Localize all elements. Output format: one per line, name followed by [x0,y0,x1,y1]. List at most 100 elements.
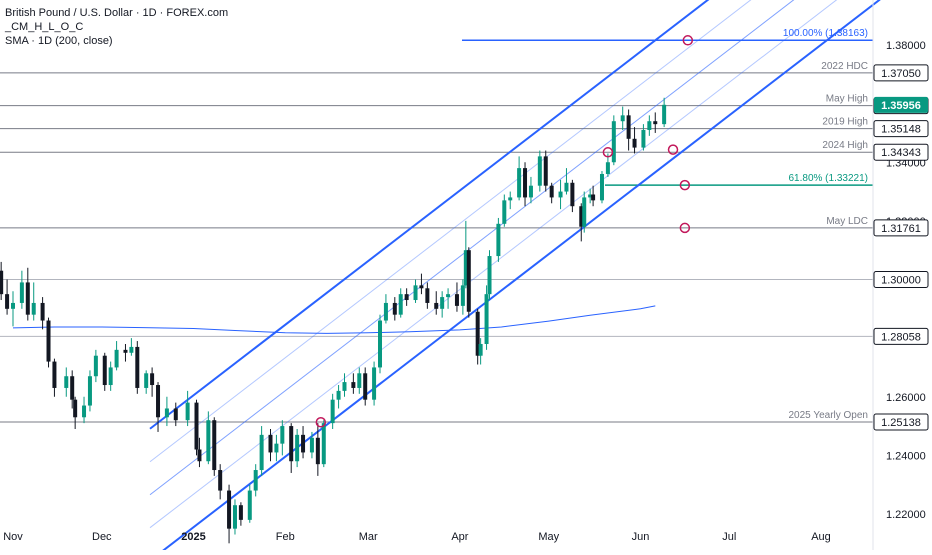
price-level-axis-tag [873,271,929,288]
price-level-label: 61.80% (1.33221) [788,173,868,184]
candle-body [543,156,548,186]
candle-body [626,115,631,139]
candle-body [129,346,134,353]
candle-body [321,423,326,465]
candle-body [537,156,542,186]
candle-body [156,385,161,418]
candle-body [475,311,480,356]
x-tick-label: Feb [276,531,295,543]
candle-body [280,426,285,444]
x-tick-label: Dec [92,531,112,543]
price-level-label: 2019 High [822,117,868,128]
x-tick-label: Mar [359,531,378,543]
x-tick-label: 2025 [181,531,205,543]
candle-body [372,367,377,400]
candle-body [502,200,507,224]
y-tick-label: 1.22000 [886,509,926,521]
channel-upper-line [149,0,710,430]
candle-body [662,104,667,125]
candle-body [87,376,92,406]
candle-body [564,182,569,192]
candle-body [108,367,113,386]
x-tick-label: Apr [451,531,468,543]
candle-body [5,294,10,309]
price-level-axis-label: 1.25138 [881,417,921,429]
time-axis[interactable]: Nov Dec 2025 Feb Mar Apr May Jun Jul Aug [3,531,831,543]
candle-body [64,376,69,388]
last-price-label: 1.35956 [881,100,921,112]
candle-body [641,130,646,148]
candle-body [620,115,625,122]
candle-body [363,373,368,400]
x-tick-label: Jun [632,531,650,543]
candle-body [404,294,409,301]
candle-body [247,490,252,520]
level-marker [602,147,614,158]
ascending-channel [149,0,881,555]
candle-body [144,373,149,388]
candle-body [73,399,78,418]
candle-body [135,346,140,388]
candle-body [123,349,128,353]
price-level-axis-tag [873,219,929,237]
channel-upper-quarter-line [149,0,752,463]
candle-body [232,505,237,529]
candle-body [463,250,468,286]
candle-body [185,402,190,421]
price-level-axis-label: 1.28058 [881,331,921,343]
level-marker [667,144,679,155]
candle-body [227,490,232,529]
candle-body [197,449,202,462]
price-level-label: May LDC [826,216,868,227]
candle-body [173,408,178,421]
candle-body [259,434,264,471]
price-level-axis-tag [873,327,929,345]
x-tick-label: Aug [811,531,831,543]
candle-body [301,434,306,453]
candle-body [496,223,501,257]
candle-body [40,302,45,321]
price-level-axis-tag [873,143,929,161]
price-level-axis-label: 1.31761 [881,223,921,235]
candle-body [517,168,522,198]
candles [0,97,667,544]
channel-median-line [149,0,795,496]
candle-body [549,185,554,198]
candle-body [591,194,596,201]
candle-body [582,197,587,227]
candle-body [484,294,489,344]
candle-body [253,470,258,491]
y-tick-label: 1.24000 [886,450,926,462]
candle-body [378,320,383,368]
symbol-title: British Pound / U.S. Dollar · 1D · FOREX… [5,7,229,19]
candle-body [605,162,610,174]
candle-body [487,256,492,295]
candle-body [653,121,658,125]
candle-body [351,382,356,388]
candle-body [289,426,294,462]
candle-body [425,288,430,303]
candle-body [93,355,98,377]
candle-body [164,408,169,418]
level-marker [682,35,694,46]
candle-body [206,420,211,462]
sma-label: SMA · 1D (200, close) [5,35,113,47]
candle-body [434,302,439,309]
price-level-label: 2022 HDC [821,61,868,72]
candle-body [336,390,341,400]
candle-body [392,302,397,315]
price-level-axis-label: 1.35148 [881,124,921,136]
candle-body [413,285,418,301]
price-levels: 100.00% (1.38163) 2022 HDC May High 2019 Hi… [0,28,873,423]
candle-body [11,302,15,309]
channel-lower-line [155,0,881,555]
candle-body [150,373,155,386]
y-tick-label: 1.38000 [886,40,926,52]
price-axis[interactable]: 1.380001.360001.340001.320001.300001.280… [873,40,929,521]
price-level-label: 100.00% (1.38163) [783,28,868,39]
candle-body [588,194,593,198]
candle-body [274,443,279,453]
candle-body [0,270,4,295]
chart-header: British Pound / U.S. Dollar · 1D · FOREX… [5,6,228,48]
